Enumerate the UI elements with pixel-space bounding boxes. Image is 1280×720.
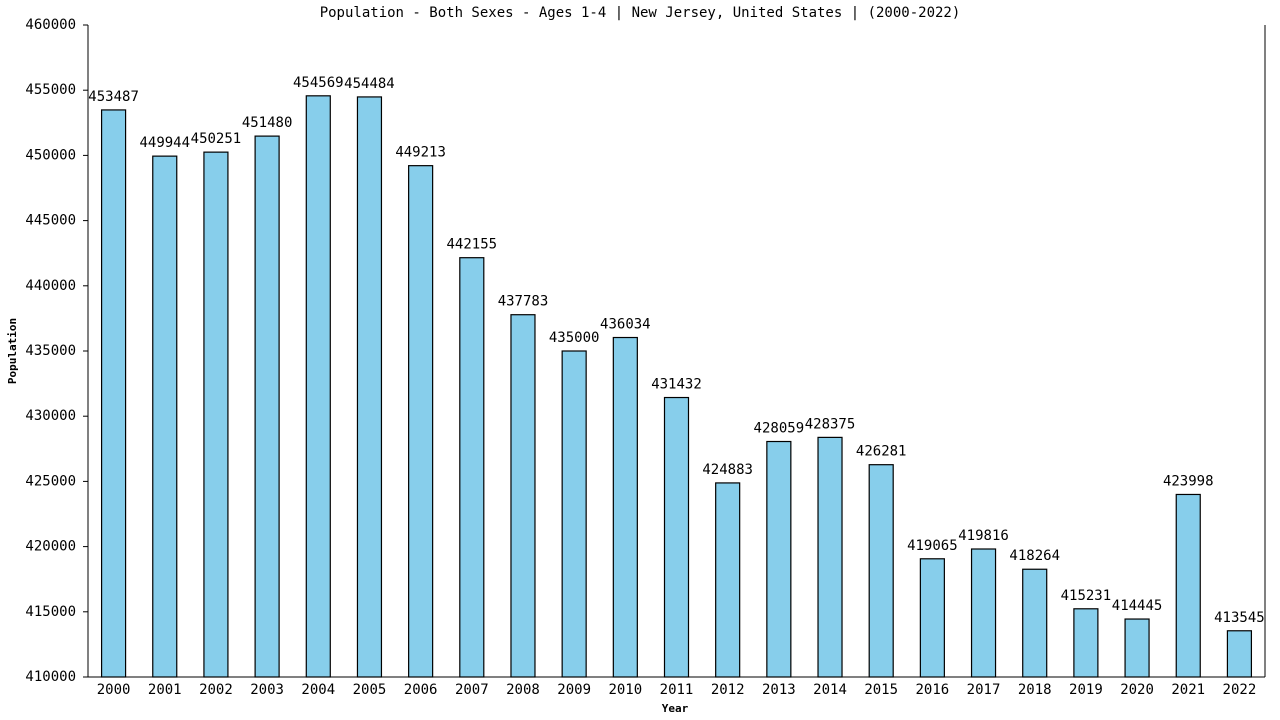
bar	[408, 165, 434, 678]
value-label: 414445	[1112, 598, 1163, 614]
x-tick-label: 2003	[250, 682, 284, 698]
value-label: 415231	[1061, 588, 1112, 604]
bar	[356, 96, 383, 678]
value-label: 423998	[1163, 473, 1214, 489]
bar	[1226, 630, 1253, 678]
value-label: 413545	[1214, 610, 1265, 626]
value-label: 418264	[1009, 548, 1060, 564]
x-tick-label: 2011	[660, 682, 694, 698]
value-label: 436034	[600, 317, 651, 333]
y-tick-label: 430000	[25, 408, 76, 424]
x-tick-label: 2010	[608, 682, 642, 698]
x-tick-label: 2004	[301, 682, 335, 698]
value-label: 449213	[395, 145, 446, 161]
bar	[919, 558, 945, 678]
bar	[510, 314, 536, 678]
bar	[970, 548, 997, 678]
y-tick-label: 415000	[25, 604, 76, 620]
bar	[612, 336, 638, 678]
bar	[305, 95, 331, 678]
x-tick-label: 2000	[97, 682, 131, 698]
bar	[868, 464, 894, 678]
y-tick-label: 435000	[25, 343, 76, 359]
y-tick-label: 455000	[25, 82, 76, 98]
bar	[152, 155, 178, 678]
value-label: 419816	[958, 528, 1009, 544]
bar	[817, 436, 843, 678]
bar	[1175, 493, 1201, 678]
x-tick-label: 2017	[967, 682, 1001, 698]
bar	[561, 350, 587, 678]
value-label: 449944	[139, 135, 190, 151]
y-tick-label: 425000	[25, 473, 76, 489]
x-tick-label: 2014	[813, 682, 847, 698]
value-label: 437783	[498, 294, 549, 310]
y-tick-label: 440000	[25, 278, 76, 294]
bar	[1073, 608, 1099, 678]
chart-title: Population - Both Sexes - Ages 1-4 | New…	[320, 5, 961, 21]
value-label: 435000	[549, 330, 600, 346]
x-tick-label: 2012	[711, 682, 745, 698]
x-tick-label: 2015	[864, 682, 898, 698]
y-tick-label: 410000	[25, 669, 76, 685]
bar	[1124, 618, 1150, 678]
x-tick-label: 2001	[148, 682, 182, 698]
x-tick-label: 2021	[1171, 682, 1205, 698]
y-axis-label: Population	[6, 318, 19, 384]
bar	[1022, 568, 1048, 678]
y-tick-label: 445000	[25, 213, 76, 229]
value-label: 453487	[88, 89, 139, 105]
bar	[459, 257, 485, 678]
x-tick-label: 2013	[762, 682, 796, 698]
x-tick-label: 2022	[1223, 682, 1257, 698]
x-tick-label: 2002	[199, 682, 233, 698]
value-label: 454569	[293, 75, 344, 91]
y-tick-label: 460000	[25, 17, 76, 33]
x-tick-label: 2020	[1120, 682, 1154, 698]
x-axis-label: Year	[662, 702, 689, 715]
value-label: 454484	[344, 76, 395, 92]
value-label: 419065	[907, 538, 958, 554]
value-label: 428375	[805, 416, 856, 432]
value-label: 451480	[242, 115, 293, 131]
value-label: 424883	[702, 462, 753, 478]
bar	[663, 396, 690, 678]
bar	[100, 109, 127, 678]
x-tick-label: 2005	[353, 682, 387, 698]
x-tick-label: 2007	[455, 682, 489, 698]
value-label: 431432	[651, 377, 702, 393]
bar	[766, 440, 792, 678]
bar	[715, 482, 741, 678]
value-label: 426281	[856, 444, 907, 460]
x-tick-label: 2016	[916, 682, 950, 698]
x-tick-label: 2018	[1018, 682, 1052, 698]
bar	[254, 135, 280, 678]
bar	[203, 151, 229, 678]
value-label: 450251	[191, 131, 242, 147]
x-tick-label: 2009	[557, 682, 591, 698]
y-tick-label: 420000	[25, 539, 76, 555]
x-tick-label: 2006	[404, 682, 438, 698]
value-label: 442155	[447, 237, 498, 253]
x-tick-label: 2019	[1069, 682, 1103, 698]
y-tick-label: 450000	[25, 147, 76, 163]
value-label: 428059	[754, 421, 805, 437]
x-tick-label: 2008	[506, 682, 540, 698]
